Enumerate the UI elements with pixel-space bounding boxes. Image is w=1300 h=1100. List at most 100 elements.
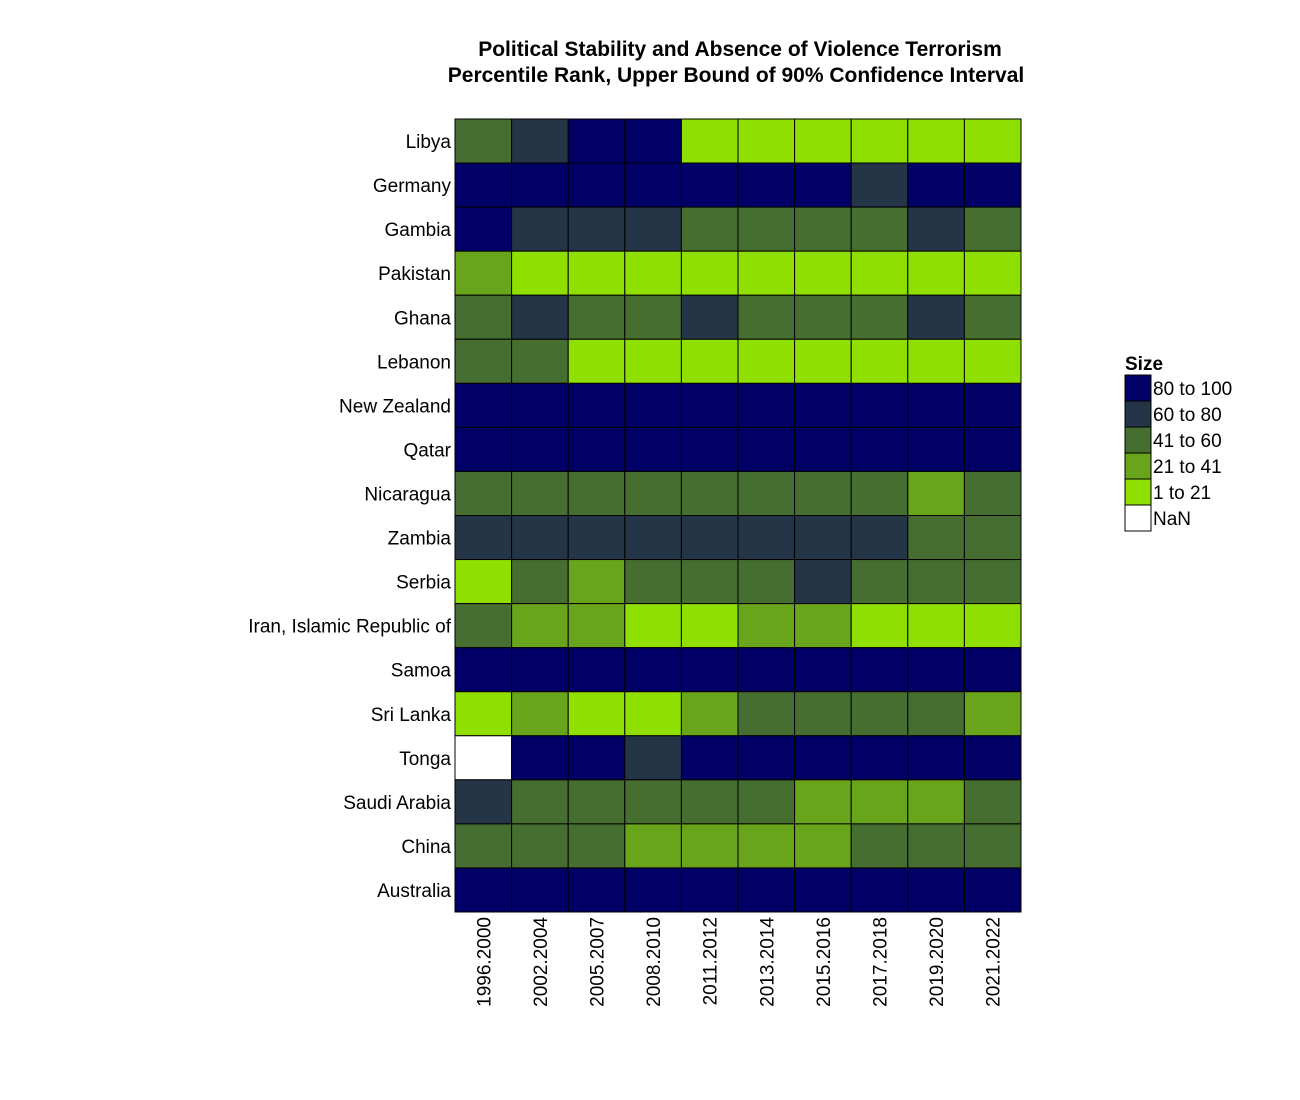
heatmap-cell: [907, 691, 965, 737]
heatmap-cell: [511, 294, 569, 340]
heatmap-cell: [850, 559, 909, 605]
heatmap-cell: [567, 426, 626, 472]
legend-label: 60 to 80: [1153, 405, 1222, 426]
heatmap-cell: [907, 823, 965, 869]
heatmap-cell: [511, 867, 569, 913]
heatmap-cell: [850, 779, 909, 825]
heatmap-cell: [511, 338, 569, 384]
row-label: Saudi Arabia: [343, 793, 451, 814]
heatmap-cell: [567, 515, 626, 561]
heatmap-cell: [454, 647, 513, 693]
heatmap-cell: [907, 515, 965, 561]
heatmap-cell: [907, 647, 965, 693]
heatmap-cell: [907, 162, 965, 208]
heatmap-cell: [454, 735, 513, 781]
heatmap-cell: [963, 118, 1022, 164]
heatmap-cell: [850, 647, 909, 693]
heatmap-cell: [680, 162, 739, 208]
heatmap-cell: [963, 515, 1022, 561]
heatmap-cell: [624, 691, 682, 737]
row-label: Iran, Islamic Republic of: [248, 617, 451, 638]
heatmap-cell: [567, 691, 626, 737]
heatmap-cell: [680, 691, 739, 737]
heatmap-cell: [850, 118, 909, 164]
heatmap-cell: [737, 823, 796, 869]
heatmap-cell: [737, 294, 796, 340]
heatmap-cell: [624, 382, 682, 428]
heatmap-cell: [567, 250, 626, 296]
heatmap-cell: [850, 338, 909, 384]
heatmap-cell: [511, 735, 569, 781]
heatmap-cell: [737, 426, 796, 472]
heatmap-cell: [680, 867, 739, 913]
heatmap-cell: [624, 250, 682, 296]
heatmap-cell: [511, 691, 569, 737]
heatmap-cell: [850, 426, 909, 472]
heatmap-cell: [907, 867, 965, 913]
legend-swatch: [1124, 426, 1152, 454]
heatmap-cell: [850, 162, 909, 208]
heatmap-cell: [963, 426, 1022, 472]
heatmap-cell: [737, 559, 796, 605]
row-label: Lebanon: [377, 352, 451, 373]
heatmap-cell: [907, 426, 965, 472]
heatmap-cell: [737, 470, 796, 517]
row-label: Tonga: [399, 749, 451, 770]
heatmap-cell: [567, 603, 626, 649]
heatmap-cell: [850, 382, 909, 428]
column-label: 2005.2007: [588, 917, 609, 1007]
heatmap-cell: [511, 470, 569, 517]
heatmap-cell: [454, 382, 513, 428]
heatmap-cell: [567, 779, 626, 825]
heatmap-cell: [737, 691, 796, 737]
heatmap-cell: [850, 470, 909, 517]
heatmap-cell: [794, 206, 852, 252]
row-label: New Zealand: [339, 396, 451, 417]
heatmap-cell: [907, 250, 965, 296]
heatmap-cell: [454, 823, 513, 869]
heatmap-cell: [624, 206, 682, 252]
row-label: Zambia: [388, 529, 452, 550]
heatmap-cell: [454, 118, 513, 164]
heatmap-cell: [624, 779, 682, 825]
heatmap-cell: [511, 515, 569, 561]
heatmap-cell: [680, 823, 739, 869]
heatmap-cell: [511, 779, 569, 825]
heatmap-cells: [454, 118, 1022, 913]
heatmap-cell: [907, 779, 965, 825]
heatmap-cell: [794, 470, 852, 517]
heatmap-cell: [624, 162, 682, 208]
row-label: Pakistan: [378, 264, 451, 285]
heatmap-cell: [454, 559, 513, 605]
heatmap-cell: [963, 779, 1022, 825]
heatmap-cell: [680, 735, 739, 781]
title-line-1: Political Stability and Absence of Viole…: [478, 38, 1002, 61]
heatmap-cell: [794, 735, 852, 781]
heatmap-cell: [963, 559, 1022, 605]
heatmap-cell: [794, 382, 852, 428]
heatmap-cell: [794, 426, 852, 472]
heatmap-cell: [454, 206, 513, 252]
column-label: 2011.2012: [701, 917, 722, 1005]
heatmap-cell: [794, 867, 852, 913]
heatmap-cell: [794, 294, 852, 340]
heatmap-cell: [680, 779, 739, 825]
heatmap-cell: [850, 691, 909, 737]
heatmap-cell: [850, 206, 909, 252]
legend-swatch: [1124, 478, 1152, 506]
heatmap-cell: [680, 250, 739, 296]
legend-swatch: [1124, 504, 1152, 532]
legend-title: Size: [1125, 354, 1163, 375]
heatmap-cell: [567, 559, 626, 605]
heatmap-cell: [511, 206, 569, 252]
heatmap-cell: [567, 470, 626, 517]
heatmap-cell: [454, 426, 513, 472]
heatmap-cell: [963, 338, 1022, 384]
heatmap-cell: [794, 823, 852, 869]
column-label: 2008.2010: [644, 917, 665, 1007]
heatmap-cell: [963, 206, 1022, 252]
heatmap-cell: [737, 647, 796, 693]
heatmap-cell: [511, 118, 569, 164]
heatmap-cell: [680, 470, 739, 517]
